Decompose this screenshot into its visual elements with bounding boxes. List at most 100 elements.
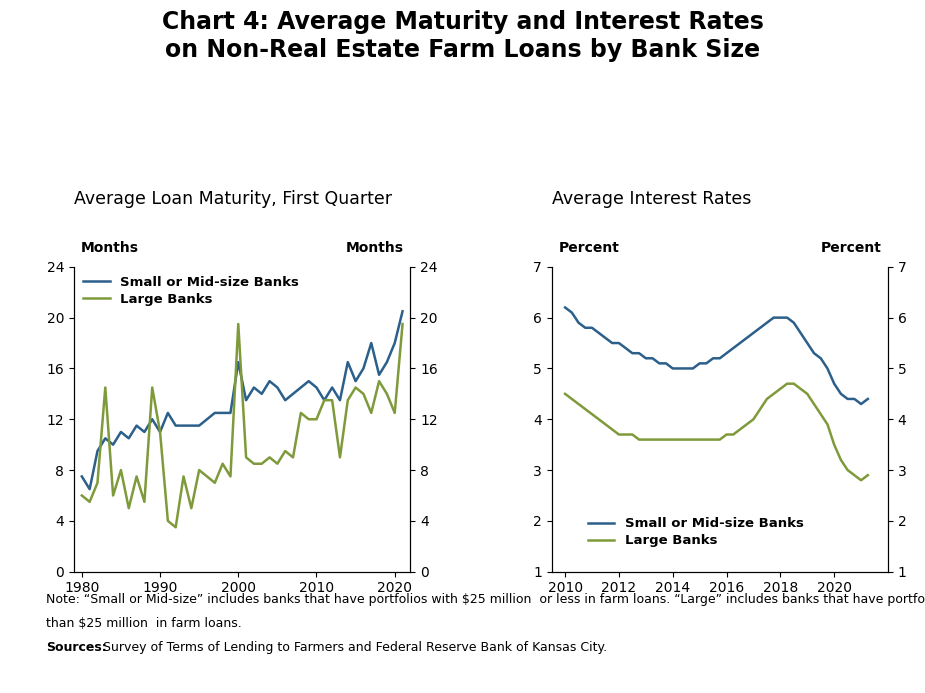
Small or Mid-size Banks bbox=[701, 359, 712, 367]
Line: Large Banks: Large Banks bbox=[81, 324, 402, 527]
Large Banks bbox=[856, 476, 867, 484]
Small or Mid-size Banks bbox=[728, 344, 739, 352]
Large Banks bbox=[674, 435, 685, 444]
Small or Mid-size Banks bbox=[849, 395, 860, 403]
Large Banks bbox=[721, 430, 732, 439]
Large Banks bbox=[728, 430, 739, 439]
Large Banks bbox=[660, 435, 672, 444]
Small or Mid-size Banks bbox=[768, 313, 779, 322]
Large Banks bbox=[279, 447, 290, 455]
Large Banks bbox=[186, 504, 197, 512]
Large Banks bbox=[782, 380, 793, 388]
Large Banks bbox=[202, 473, 213, 481]
Large Banks bbox=[381, 389, 392, 398]
Line: Small or Mid-size Banks: Small or Mid-size Banks bbox=[81, 311, 402, 489]
Large Banks bbox=[139, 498, 150, 506]
Large Banks bbox=[193, 466, 204, 474]
Large Banks bbox=[319, 396, 330, 404]
Small or Mid-size Banks bbox=[217, 409, 228, 417]
Large Banks bbox=[822, 420, 833, 428]
Small or Mid-size Banks bbox=[802, 339, 813, 347]
Large Banks bbox=[755, 405, 766, 413]
Small or Mid-size Banks bbox=[721, 349, 732, 358]
Small or Mid-size Banks bbox=[335, 396, 346, 404]
Small or Mid-size Banks bbox=[123, 434, 134, 443]
Small or Mid-size Banks bbox=[613, 339, 624, 347]
Large Banks bbox=[862, 471, 873, 480]
Small or Mid-size Banks bbox=[647, 354, 658, 362]
Small or Mid-size Banks bbox=[107, 441, 118, 449]
Large Banks bbox=[586, 410, 598, 419]
Small or Mid-size Banks bbox=[835, 389, 846, 398]
Large Banks bbox=[295, 409, 306, 417]
Small or Mid-size Banks bbox=[131, 421, 142, 430]
Large Banks bbox=[654, 435, 665, 444]
Large Banks bbox=[311, 415, 322, 423]
Large Banks bbox=[123, 504, 134, 512]
Large Banks bbox=[835, 456, 846, 464]
Small or Mid-size Banks bbox=[92, 447, 103, 455]
Large Banks bbox=[808, 400, 820, 408]
Small or Mid-size Banks bbox=[654, 359, 665, 367]
Small or Mid-size Banks bbox=[862, 395, 873, 403]
Small or Mid-size Banks bbox=[116, 428, 127, 436]
Large Banks bbox=[116, 466, 127, 474]
Small or Mid-size Banks bbox=[100, 434, 111, 443]
Small or Mid-size Banks bbox=[350, 377, 361, 385]
Small or Mid-size Banks bbox=[788, 319, 799, 327]
Text: Survey of Terms of Lending to Farmers and Federal Reserve Bank of Kansas City.: Survey of Terms of Lending to Farmers an… bbox=[99, 641, 607, 654]
Large Banks bbox=[829, 441, 840, 449]
Large Banks bbox=[397, 320, 408, 328]
Small or Mid-size Banks bbox=[560, 304, 571, 312]
Small or Mid-size Banks bbox=[586, 324, 598, 332]
Small or Mid-size Banks bbox=[822, 365, 833, 373]
Large Banks bbox=[178, 473, 189, 481]
Large Banks bbox=[374, 377, 385, 385]
Large Banks bbox=[815, 410, 826, 419]
Large Banks bbox=[741, 420, 752, 428]
Large Banks bbox=[162, 517, 173, 525]
Large Banks bbox=[761, 395, 772, 403]
Large Banks bbox=[634, 435, 645, 444]
Small or Mid-size Banks bbox=[319, 396, 330, 404]
Small or Mid-size Banks bbox=[397, 307, 408, 315]
Small or Mid-size Banks bbox=[139, 428, 150, 436]
Large Banks bbox=[154, 428, 166, 436]
Large Banks bbox=[100, 383, 111, 392]
Large Banks bbox=[768, 389, 779, 398]
Text: Percent: Percent bbox=[559, 240, 619, 254]
Large Banks bbox=[788, 380, 799, 388]
Small or Mid-size Banks bbox=[327, 383, 338, 392]
Small or Mid-size Banks bbox=[311, 383, 322, 392]
Small or Mid-size Banks bbox=[634, 349, 645, 358]
Large Banks bbox=[849, 471, 860, 480]
Small or Mid-size Banks bbox=[694, 359, 705, 367]
Large Banks bbox=[365, 409, 376, 417]
Small or Mid-size Banks bbox=[674, 365, 685, 373]
Large Banks bbox=[620, 430, 631, 439]
Large Banks bbox=[580, 405, 591, 413]
Line: Large Banks: Large Banks bbox=[565, 384, 868, 480]
Large Banks bbox=[647, 435, 658, 444]
Small or Mid-size Banks bbox=[193, 421, 204, 430]
Large Banks bbox=[560, 389, 571, 398]
Small or Mid-size Banks bbox=[240, 396, 252, 404]
Small or Mid-size Banks bbox=[667, 365, 678, 373]
Small or Mid-size Banks bbox=[620, 344, 631, 352]
Large Banks bbox=[327, 396, 338, 404]
Large Banks bbox=[640, 435, 651, 444]
Small or Mid-size Banks bbox=[708, 354, 719, 362]
Large Banks bbox=[734, 426, 746, 434]
Small or Mid-size Banks bbox=[272, 383, 283, 392]
Small or Mid-size Banks bbox=[714, 354, 725, 362]
Small or Mid-size Banks bbox=[593, 328, 604, 337]
Small or Mid-size Banks bbox=[264, 377, 275, 385]
Small or Mid-size Banks bbox=[640, 354, 651, 362]
Large Banks bbox=[708, 435, 719, 444]
Large Banks bbox=[303, 415, 315, 423]
Small or Mid-size Banks bbox=[295, 383, 306, 392]
Large Banks bbox=[748, 415, 759, 423]
Small or Mid-size Banks bbox=[687, 365, 698, 373]
Small or Mid-size Banks bbox=[303, 377, 315, 385]
Small or Mid-size Banks bbox=[795, 328, 806, 337]
